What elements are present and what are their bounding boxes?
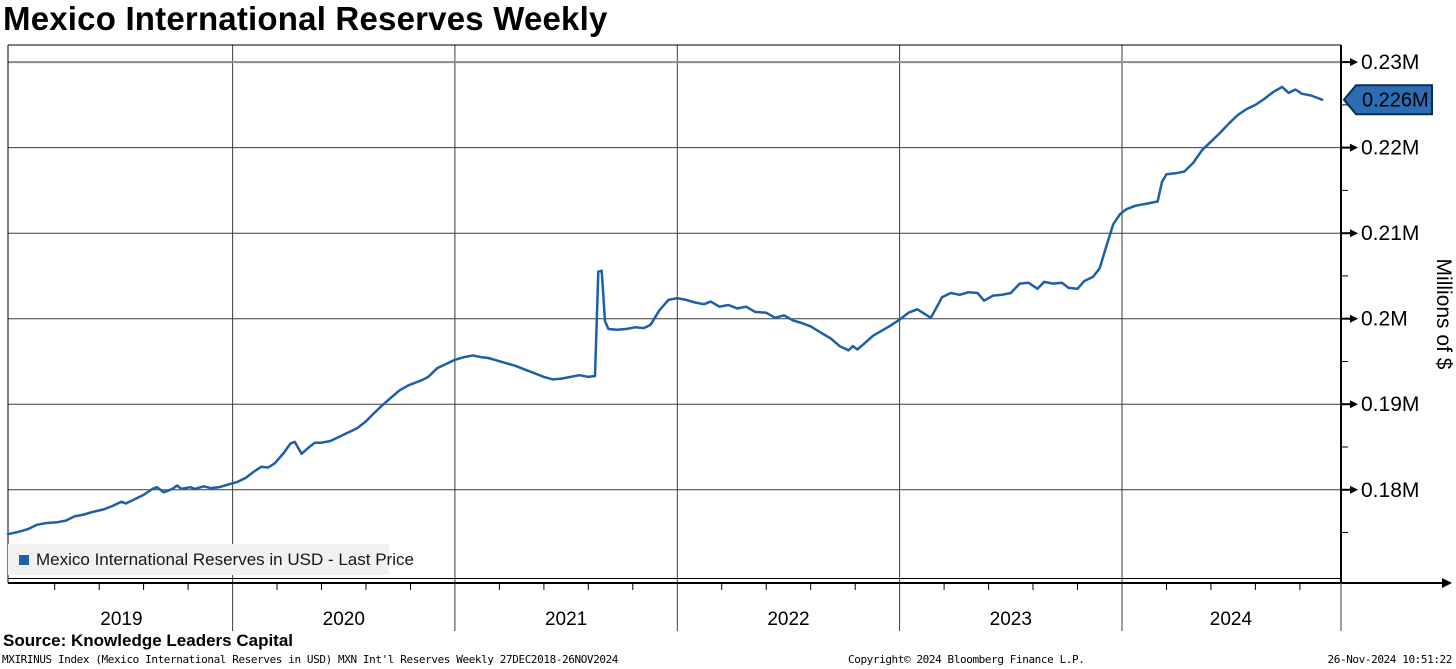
y-tick-arrow-icon xyxy=(1350,58,1358,67)
x-axis-arrow-icon xyxy=(1442,578,1452,588)
security-id-line: MXIRINUS Index (Mexico International Res… xyxy=(2,653,619,666)
y-tick-arrow-icon xyxy=(1350,314,1358,323)
last-price-label: 0.226M xyxy=(1362,90,1429,112)
y-axis-label: 0.2M xyxy=(1361,308,1408,331)
x-axis-label: 2023 xyxy=(990,609,1032,630)
y-tick-arrow-icon xyxy=(1350,485,1358,494)
y-axis-label: 0.23M xyxy=(1361,51,1419,74)
chart-canvas: 0.23M 0.22M 0.21M 0.2M 0.19M 0.18M 0.226M Milli… xyxy=(6,44,1455,631)
page-title: Mexico International Reserves Weekly xyxy=(3,0,608,37)
x-axis-label: 2021 xyxy=(545,609,587,630)
y-tick-arrow-icon xyxy=(1350,400,1358,409)
series-line xyxy=(6,85,1324,536)
legend: Mexico International Reserves in USD - L… xyxy=(8,544,414,575)
legend-label: Mexico International Reserves in USD - L… xyxy=(36,549,414,569)
x-axis-label: 2024 xyxy=(1210,609,1253,630)
y-axis-label: 0.22M xyxy=(1361,137,1419,160)
y-axis-label: 0.19M xyxy=(1361,393,1419,416)
y-axis-title: Millions of $ xyxy=(1432,259,1455,370)
timestamp: 26-Nov-2024 10:51:22 xyxy=(1327,653,1453,666)
x-axis-label: 2022 xyxy=(767,609,809,630)
y-axis-label: 0.21M xyxy=(1361,222,1419,245)
y-tick-arrow-icon xyxy=(1350,143,1358,152)
y-axis-label: 0.18M xyxy=(1361,479,1419,502)
last-price-callout xyxy=(1342,84,1433,116)
y-tick-arrow-icon xyxy=(1350,229,1358,238)
source-line: Source: Knowledge Leaders Capital xyxy=(3,631,294,650)
copyright-line: Copyright© 2024 Bloomberg Finance L.P. xyxy=(848,653,1085,666)
legend-marker-icon xyxy=(19,554,29,565)
x-axis-label: 2020 xyxy=(323,609,365,630)
x-axis-label: 2019 xyxy=(100,609,142,630)
